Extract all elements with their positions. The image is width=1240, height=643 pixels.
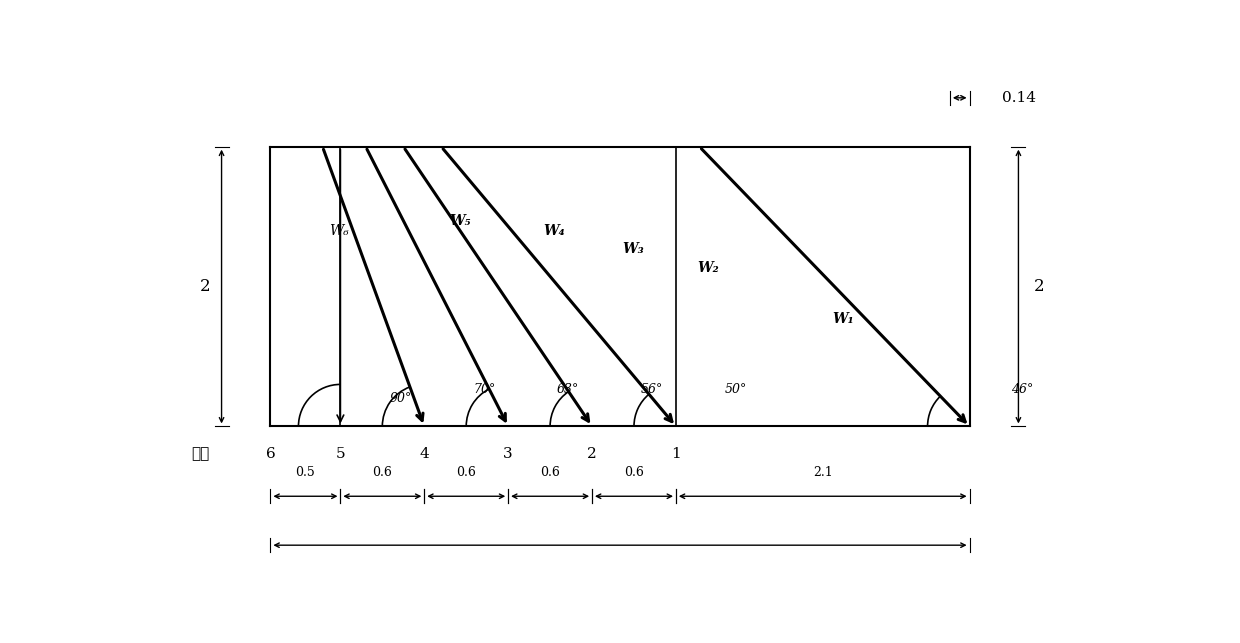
Text: W₄: W₄ bbox=[543, 224, 565, 238]
Text: 3: 3 bbox=[503, 448, 513, 461]
Text: 4: 4 bbox=[419, 448, 429, 461]
Text: 46°: 46° bbox=[1012, 383, 1034, 395]
Text: W₅: W₅ bbox=[449, 214, 471, 228]
Text: 2.1: 2.1 bbox=[813, 466, 832, 480]
Text: 6: 6 bbox=[265, 448, 275, 461]
Text: W₆: W₆ bbox=[329, 224, 350, 238]
Text: W₂: W₂ bbox=[697, 261, 719, 275]
Text: 0.14: 0.14 bbox=[1002, 91, 1035, 105]
Text: W₁: W₁ bbox=[832, 312, 854, 326]
Text: 2: 2 bbox=[1034, 278, 1045, 295]
Text: 90°: 90° bbox=[389, 392, 412, 405]
Text: 50°: 50° bbox=[725, 383, 748, 395]
Text: 2: 2 bbox=[200, 278, 210, 295]
Text: 5: 5 bbox=[336, 448, 345, 461]
Text: 0.6: 0.6 bbox=[456, 466, 476, 480]
Text: 0.5: 0.5 bbox=[295, 466, 315, 480]
Text: 70°: 70° bbox=[474, 383, 496, 395]
Text: 0.6: 0.6 bbox=[372, 466, 392, 480]
Text: 63°: 63° bbox=[557, 383, 579, 395]
Text: 1: 1 bbox=[671, 448, 681, 461]
Text: 0.6: 0.6 bbox=[541, 466, 560, 480]
Text: 0.6: 0.6 bbox=[624, 466, 644, 480]
Text: 排数: 排数 bbox=[191, 448, 210, 461]
Text: 2: 2 bbox=[588, 448, 596, 461]
Text: W₃: W₃ bbox=[622, 242, 645, 256]
Text: 56°: 56° bbox=[641, 383, 663, 395]
